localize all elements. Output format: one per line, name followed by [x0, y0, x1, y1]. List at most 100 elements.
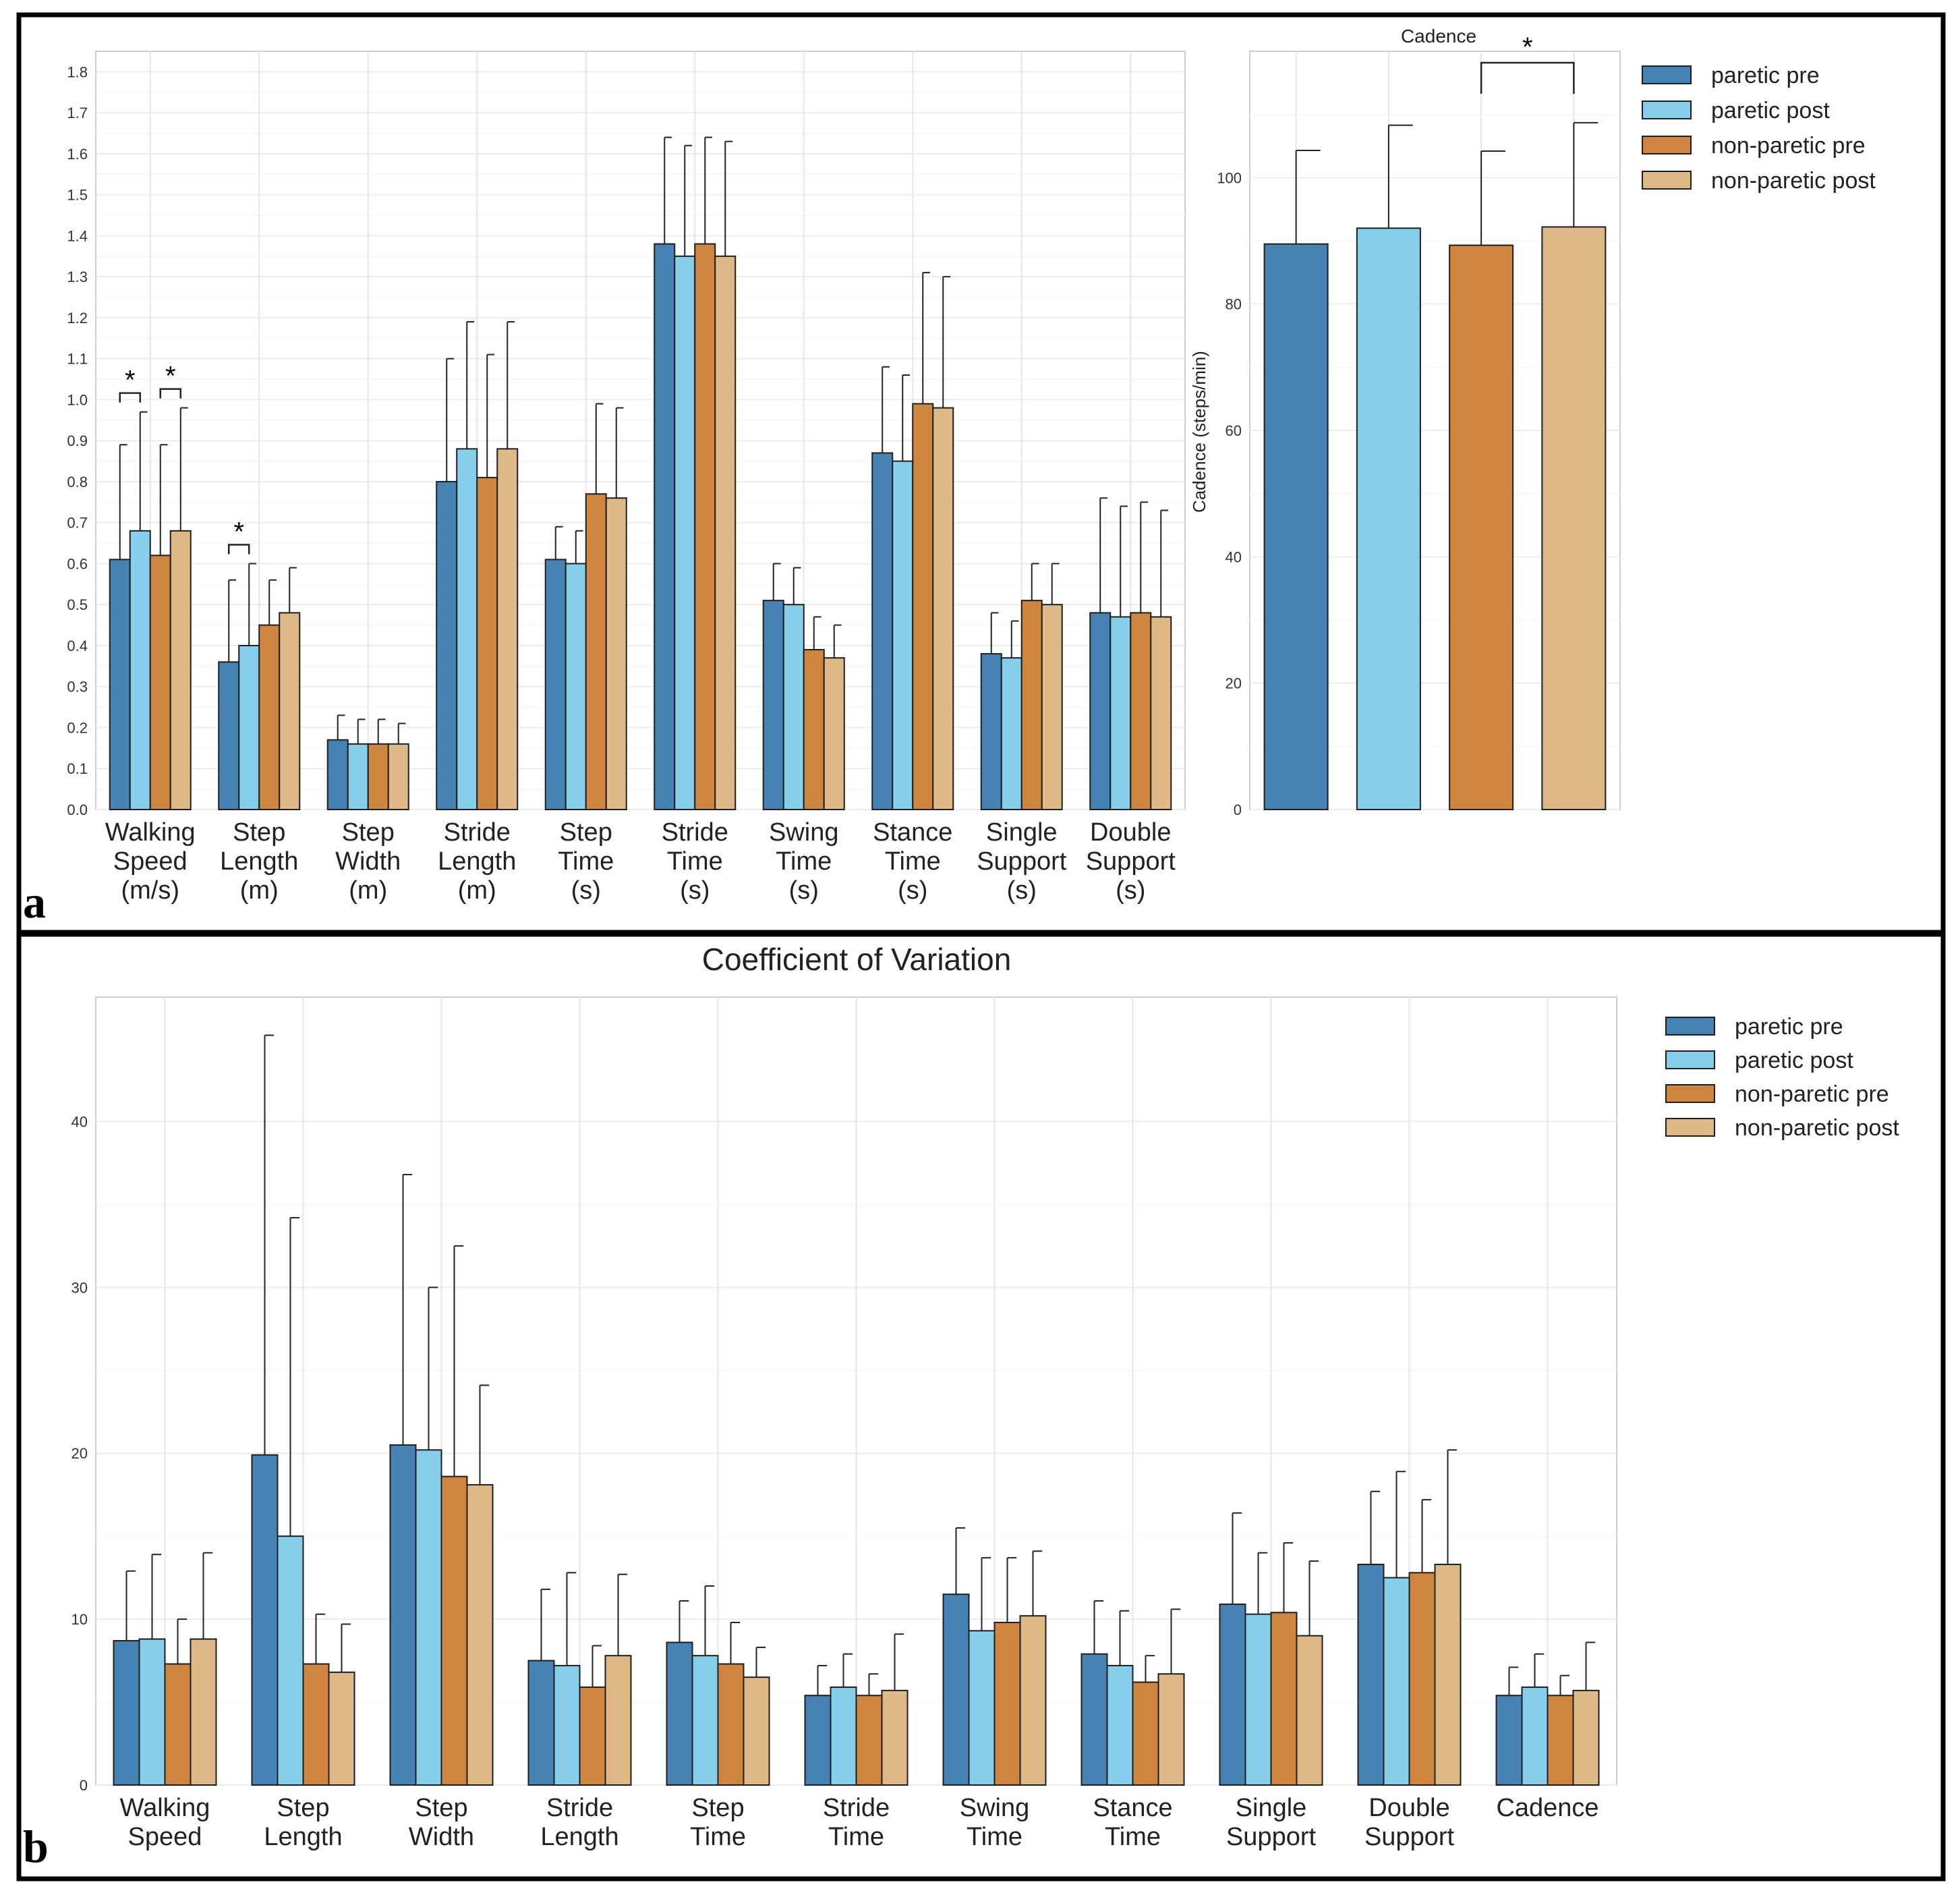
x-category-label: Stride [546, 1794, 613, 1822]
y-tick-label: 0.9 [67, 432, 88, 449]
y-tick-label: 1.0 [67, 391, 88, 408]
bar-paretic-post [830, 1686, 857, 1786]
bar-paretic-post [456, 448, 478, 810]
bar-non-paretic-post [1041, 604, 1063, 810]
x-category-label: Time [776, 847, 832, 876]
bar-paretic-pre [527, 1660, 555, 1786]
bar-paretic-pre [1357, 1563, 1385, 1786]
x-category-label: Step [342, 818, 395, 847]
y-tick-label: 0.2 [67, 719, 88, 736]
bar-non-paretic-pre [1408, 1572, 1436, 1786]
bar-paretic-pre [1080, 1653, 1108, 1786]
x-category-label: (m) [349, 876, 387, 905]
bar-paretic-post [1356, 227, 1421, 810]
y-tick-label: 0.1 [67, 760, 88, 777]
bar-paretic-post [782, 604, 805, 810]
x-category-label: Time [690, 1823, 746, 1851]
x-category-label: Step [560, 818, 612, 847]
y-tick-label: 0.4 [67, 638, 88, 654]
x-category-label: Double [1090, 818, 1171, 847]
bar-non-paretic-post [1541, 226, 1607, 811]
bar-paretic-post [1109, 616, 1132, 810]
y-tick-label: 0.7 [67, 515, 88, 532]
bar-paretic-pre [654, 243, 676, 810]
y-tick-label: 40 [1226, 548, 1242, 565]
y-tick-label: 1.7 [67, 105, 88, 121]
x-category-label: (m) [240, 876, 279, 905]
legend-key-paretic-post [1665, 1050, 1715, 1069]
bar-paretic-pre [1263, 243, 1329, 810]
x-category-label: Time [828, 1823, 884, 1851]
bar-paretic-post [129, 530, 151, 810]
x-category-label: (m) [458, 876, 496, 905]
x-category-label: Swing [960, 1794, 1030, 1822]
bar-paretic-post [1521, 1686, 1549, 1786]
bar-non-paretic-pre [440, 1475, 468, 1786]
y-tick-label: 1.5 [67, 187, 88, 204]
x-category-label: Step [277, 1794, 329, 1822]
y-tick-label: 0.6 [67, 555, 88, 572]
bar-paretic-post [1000, 657, 1022, 811]
bar-non-paretic-pre [1130, 612, 1152, 810]
bar-non-paretic-post [1019, 1615, 1047, 1786]
x-category-label: Step [415, 1794, 467, 1822]
panel-b-letter: b [23, 1821, 49, 1872]
bar-non-paretic-pre [803, 649, 825, 810]
y-tick-label: 1.8 [67, 63, 88, 80]
cadence-chart: Cadence Cadence (steps/min) 0 20 40 60 80 100… [1189, 26, 1621, 818]
legend-label: paretic post [1735, 1048, 1853, 1073]
x-category-label: Length [438, 847, 516, 876]
legend-key-paretic-pre [1665, 1017, 1715, 1036]
legend-key-paretic-pre [1642, 65, 1692, 84]
bar-non-paretic-pre [258, 624, 281, 810]
bar-paretic-post [553, 1664, 581, 1786]
bar-paretic-pre [1219, 1603, 1246, 1786]
y-tick-label: 80 [1226, 296, 1242, 313]
bar-paretic-post [968, 1630, 996, 1786]
x-category-label: Step [233, 818, 285, 847]
legend-key-non-paretic-pre [1665, 1084, 1715, 1103]
bar-paretic-pre [218, 661, 240, 811]
bar-paretic-pre [871, 452, 894, 810]
bar-non-paretic-pre [1270, 1612, 1298, 1786]
x-category-label: Time [667, 847, 723, 876]
bar-non-paretic-post [169, 530, 192, 810]
significance-bracket [159, 388, 181, 399]
bar-paretic-post [674, 255, 696, 810]
x-category-label: Support [1086, 847, 1176, 876]
bar-non-paretic-post [605, 497, 627, 810]
bar-non-paretic-pre [367, 743, 389, 810]
bar-paretic-pre [326, 739, 349, 810]
cv-title: Coefficient of Variation [702, 942, 1012, 977]
significance-star: * [125, 366, 136, 395]
x-category-label: Walking [105, 818, 196, 847]
bar-non-paretic-post [604, 1655, 632, 1786]
bar-paretic-pre [113, 1640, 140, 1786]
y-tick-label: 0.0 [67, 801, 88, 818]
bar-non-paretic-post [279, 612, 301, 810]
bar-non-paretic-post [496, 448, 519, 810]
bar-paretic-pre [762, 600, 784, 811]
bar-paretic-post [565, 563, 587, 810]
y-tick-label: 0.5 [67, 596, 88, 613]
bar-non-paretic-post [881, 1689, 909, 1786]
y-tick-label: 1.2 [67, 310, 88, 327]
bar-non-paretic-pre [1449, 244, 1514, 811]
bar-non-paretic-pre [1020, 600, 1043, 811]
bar-non-paretic-post [743, 1676, 770, 1786]
x-category-label: Single [986, 818, 1058, 847]
bar-paretic-pre [544, 559, 567, 810]
legend-label: non-paretic pre [1735, 1081, 1889, 1107]
cv-chart: Coefficient of Variation 0 10 20 30 40 Walkin… [71, 942, 1617, 1851]
bar-paretic-pre [1089, 612, 1112, 810]
bar-paretic-pre [942, 1593, 970, 1786]
bar-non-paretic-pre [1132, 1681, 1159, 1786]
significance-bracket [119, 392, 141, 403]
x-category-label: Speed [128, 1823, 202, 1851]
x-category-label: Stance [873, 818, 952, 847]
bar-paretic-pre [980, 653, 1002, 810]
cadence-title: Cadence [1401, 26, 1476, 47]
y-tick-label: 1.6 [67, 146, 88, 163]
cadence-y-axis-label: Cadence (steps/min) [1189, 351, 1209, 513]
bar-non-paretic-pre [912, 403, 934, 810]
